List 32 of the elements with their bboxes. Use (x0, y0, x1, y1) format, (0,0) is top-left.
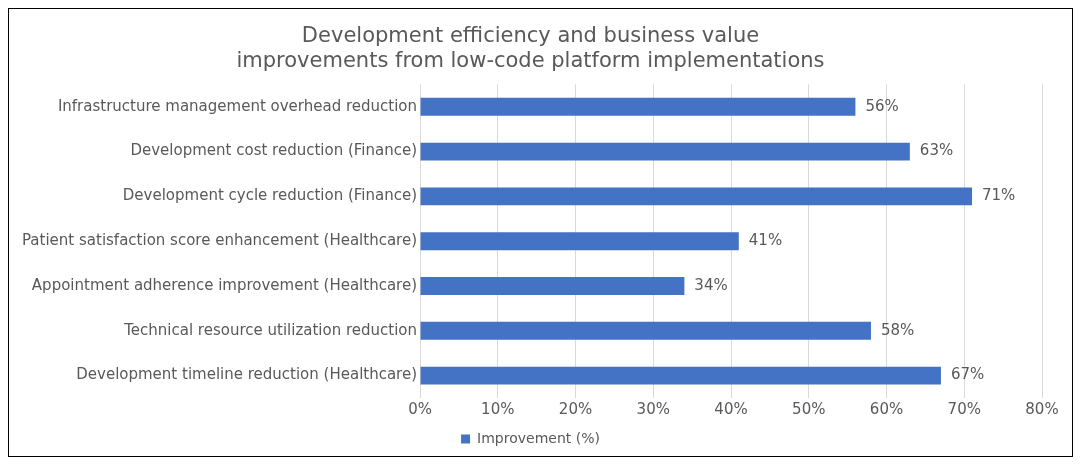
bar (420, 97, 856, 116)
bar (420, 142, 910, 161)
data-label: 58% (880, 320, 915, 339)
data-label: 63% (919, 141, 954, 160)
y-tick-label: Development cycle reduction (Finance) (122, 186, 418, 205)
x-tick-label: 10% (481, 399, 515, 418)
y-tick-label: Patient satisfaction score enhancement (Healthcare) (21, 231, 418, 250)
y-tick-label: Appointment adherence improvement (Healthcare) (31, 275, 418, 294)
data-label: 67% (950, 365, 985, 384)
x-tick-label: 70% (947, 399, 981, 418)
data-label: 56% (865, 96, 899, 115)
bar (420, 277, 685, 295)
bar (420, 366, 941, 385)
y-tick-label: Development cost reduction (Finance) (130, 141, 418, 160)
x-tick-label: 80% (1025, 399, 1059, 418)
x-tick-label: 20% (558, 399, 593, 418)
data-label: 41% (748, 231, 783, 250)
bar (420, 232, 739, 251)
bar (420, 187, 973, 206)
bar (420, 321, 871, 340)
data-label: 71% (982, 186, 1016, 205)
x-tick-label: 40% (714, 399, 748, 418)
chart-title: Development efficiency and business value improvements from low-code platform implementations (236, 23, 825, 73)
x-tick-label: 30% (636, 399, 670, 418)
x-tick-label: 60% (869, 399, 904, 418)
y-tick-label: Development timeline reduction (Healthcare) (76, 365, 418, 384)
data-label: 34% (694, 275, 728, 294)
y-tick-label: Technical resource utilization reduction (123, 320, 418, 339)
legend-label: Improvement (%) (477, 429, 600, 446)
y-tick-label: Infrastructure management overhead reduction (57, 96, 418, 115)
x-tick-label: 50% (792, 399, 826, 418)
x-tick-label: 0% (408, 399, 432, 418)
